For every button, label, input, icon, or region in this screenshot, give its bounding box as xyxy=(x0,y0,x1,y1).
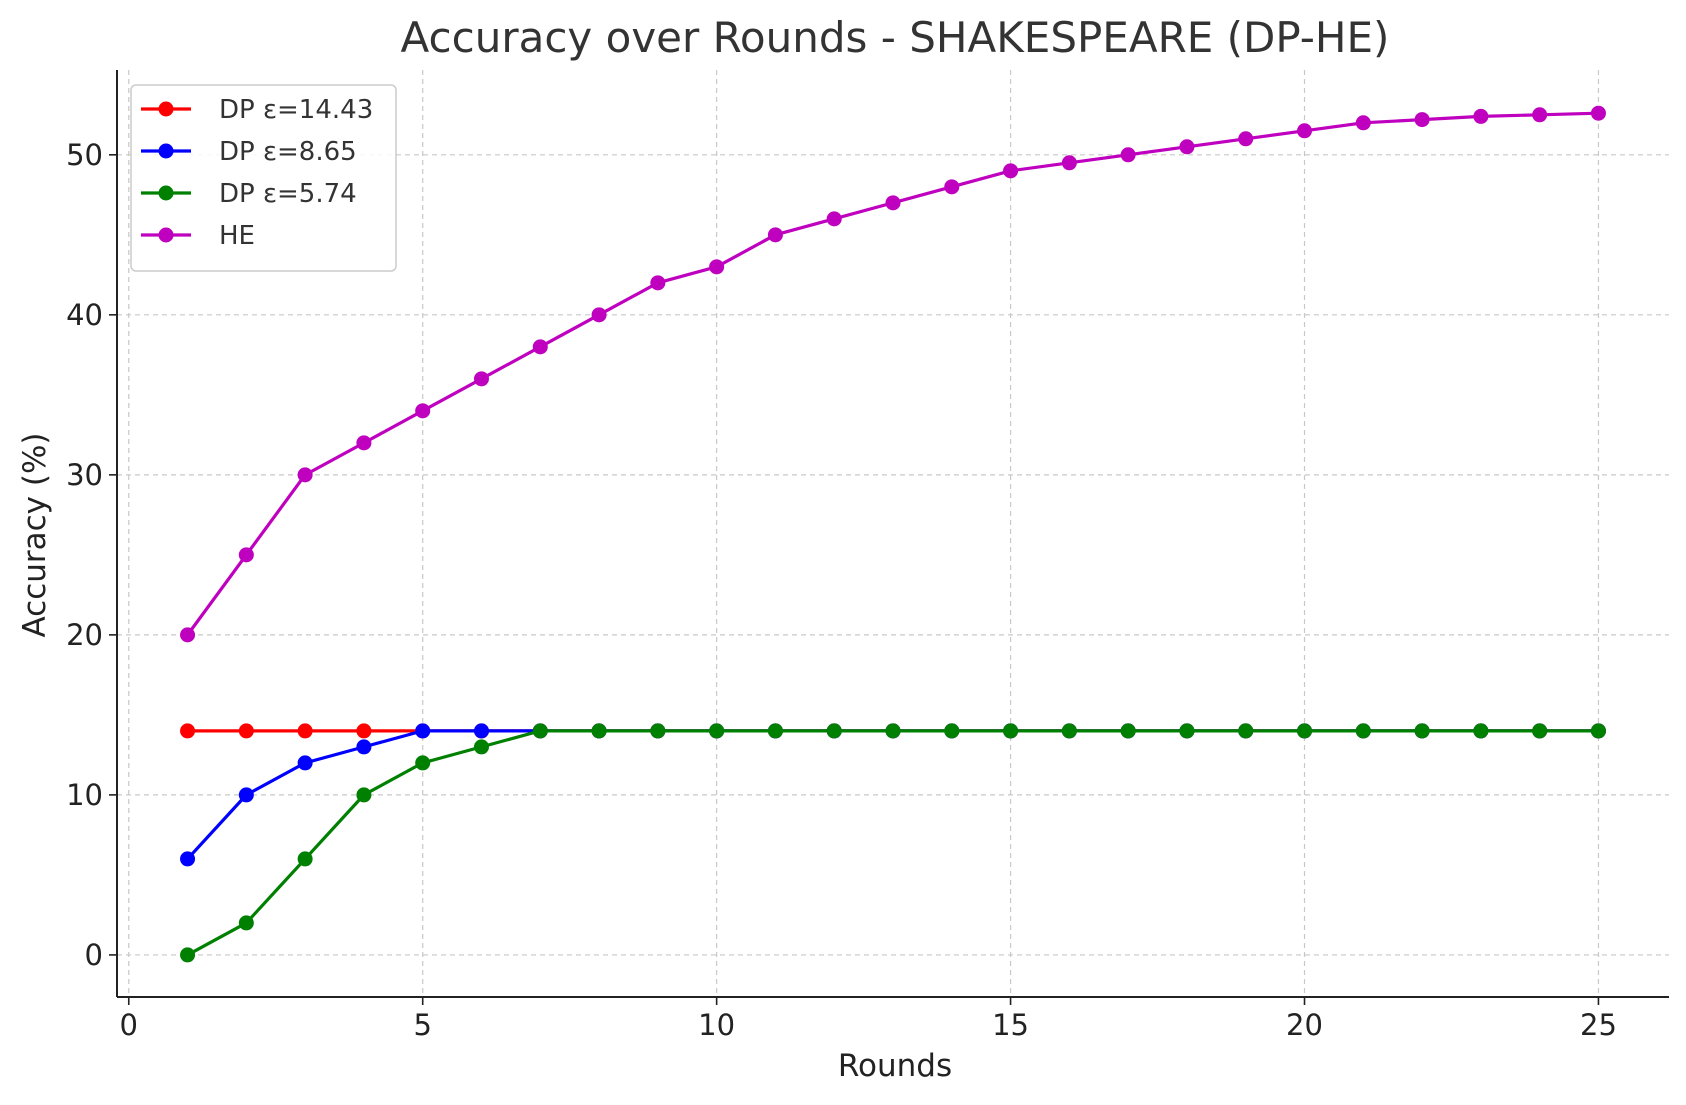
data-point xyxy=(180,851,196,867)
data-point xyxy=(1238,723,1254,739)
data-point xyxy=(1003,723,1019,739)
series-3 xyxy=(180,105,1606,643)
data-point xyxy=(885,723,901,739)
y-tick-label: 0 xyxy=(85,938,103,972)
data-point xyxy=(1120,147,1136,163)
legend-swatch-marker xyxy=(158,143,174,159)
data-point xyxy=(709,723,725,739)
y-axis-label: Accuracy (%) xyxy=(17,432,53,637)
data-point xyxy=(767,723,783,739)
y-tick-label: 30 xyxy=(66,458,103,492)
x-tick-label: 15 xyxy=(992,1008,1029,1042)
data-point xyxy=(650,275,666,291)
x-tick-label: 10 xyxy=(698,1008,735,1042)
data-point xyxy=(591,307,607,323)
legend-swatch-marker xyxy=(158,185,174,201)
y-tick-label: 50 xyxy=(66,138,103,172)
legend-item: DP ε=14.43 xyxy=(141,95,373,125)
data-point xyxy=(297,755,313,771)
data-point xyxy=(473,739,489,755)
legend-item: DP ε=5.74 xyxy=(141,179,357,209)
data-point xyxy=(1414,723,1430,739)
y-tick-label: 20 xyxy=(66,618,103,652)
data-point xyxy=(709,259,725,275)
plot-area xyxy=(180,105,1606,963)
x-tick-label: 0 xyxy=(120,1008,138,1042)
x-tick-label: 5 xyxy=(413,1008,431,1042)
data-point xyxy=(238,915,254,931)
data-point xyxy=(1061,155,1077,171)
legend: DP ε=14.43 DP ε=8.65 DP ε=5.74 HE xyxy=(130,84,397,272)
data-point xyxy=(1179,723,1195,739)
legend-box xyxy=(130,84,397,272)
data-point xyxy=(1179,139,1195,155)
y-tick-label: 10 xyxy=(66,778,103,812)
data-point xyxy=(591,723,607,739)
legend-label: DP ε=5.74 xyxy=(219,179,357,209)
data-point xyxy=(1590,723,1606,739)
data-point xyxy=(1590,105,1606,121)
x-tick-label: 25 xyxy=(1580,1008,1617,1042)
data-point xyxy=(826,211,842,227)
data-point xyxy=(356,723,372,739)
data-point xyxy=(944,179,960,195)
data-point xyxy=(238,787,254,803)
data-point xyxy=(297,851,313,867)
data-point xyxy=(826,723,842,739)
x-tick-label: 20 xyxy=(1286,1008,1323,1042)
data-point xyxy=(356,787,372,803)
legend-label: DP ε=8.65 xyxy=(219,137,357,167)
data-point xyxy=(180,627,196,643)
data-point xyxy=(415,723,431,739)
data-point xyxy=(1120,723,1136,739)
data-point xyxy=(415,403,431,419)
legend-swatch-marker xyxy=(158,227,174,243)
data-point xyxy=(1473,108,1489,124)
legend-item: DP ε=8.65 xyxy=(141,137,357,167)
data-point xyxy=(944,723,960,739)
data-point xyxy=(356,739,372,755)
x-axis-label: Rounds xyxy=(838,1048,952,1084)
axes: 0 5 10 15 20 25 0 10 20 30 40 50 xyxy=(66,70,1669,1042)
data-point xyxy=(238,723,254,739)
data-point xyxy=(532,339,548,355)
data-point xyxy=(1355,115,1371,131)
data-point xyxy=(1297,123,1313,139)
legend-label: DP ε=14.43 xyxy=(219,95,373,125)
data-point xyxy=(415,755,431,771)
data-point xyxy=(180,947,196,963)
data-point xyxy=(767,227,783,243)
data-point xyxy=(180,723,196,739)
y-tick-label: 40 xyxy=(66,298,103,332)
chart-title: Accuracy over Rounds - SHAKESPEARE (DP-H… xyxy=(401,13,1390,62)
data-point xyxy=(356,435,372,451)
data-point xyxy=(1355,723,1371,739)
data-point xyxy=(1238,131,1254,147)
data-point xyxy=(238,547,254,563)
legend-label: HE xyxy=(219,221,255,251)
data-point xyxy=(297,723,313,739)
legend-item: HE xyxy=(141,221,255,251)
data-point xyxy=(1473,723,1489,739)
data-point xyxy=(1003,163,1019,179)
data-point xyxy=(650,723,666,739)
data-point xyxy=(1061,723,1077,739)
legend-swatch-marker xyxy=(158,101,174,117)
data-point xyxy=(1532,723,1548,739)
data-point xyxy=(297,467,313,483)
data-point xyxy=(473,723,489,739)
data-point xyxy=(1297,723,1313,739)
series-2 xyxy=(180,723,1606,963)
data-point xyxy=(885,195,901,211)
data-point xyxy=(473,371,489,387)
data-point xyxy=(532,723,548,739)
data-point xyxy=(1414,112,1430,128)
data-point xyxy=(1532,107,1548,123)
grid xyxy=(117,70,1669,997)
